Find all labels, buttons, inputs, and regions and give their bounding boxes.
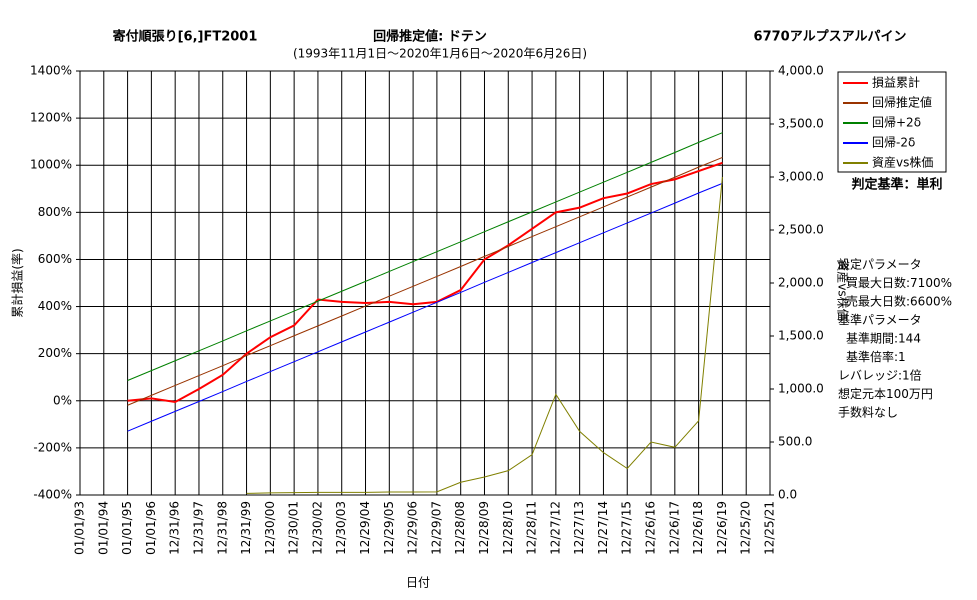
legend-label: 回帰推定値 — [872, 95, 932, 110]
parameter-note: 想定元本100万円 — [838, 386, 933, 401]
y2-tick-label: 0.0 — [778, 488, 797, 502]
x-tick-label: 12/30/02 — [310, 501, 324, 555]
legend-label: 回帰+2δ — [872, 116, 921, 130]
x-tick-label: 12/25/20 — [739, 501, 753, 555]
y-tick-label: 1000% — [30, 158, 72, 172]
legend-label: 損益累計 — [872, 75, 920, 90]
y-tick-label: -200% — [33, 440, 72, 454]
x-tick-label: 12/27/14 — [596, 501, 610, 555]
x-tick-label: 12/29/05 — [382, 501, 396, 555]
parameter-note: 売最大日数:6600% — [846, 294, 952, 309]
y2-tick-label: 1,000.0 — [778, 382, 824, 396]
x-tick-label: 12/26/17 — [667, 501, 681, 555]
x-tick-label: 12/27/12 — [548, 501, 562, 555]
x-tick-label: 12/30/00 — [263, 501, 277, 555]
x-tick-label: 12/27/13 — [572, 501, 586, 555]
x-tick-label: 12/28/10 — [501, 501, 515, 555]
x-tick-label: 12/27/15 — [620, 501, 634, 555]
x-tick-label: 12/26/18 — [691, 501, 705, 555]
criterion: 判定基準：単利 — [851, 177, 942, 193]
series-line — [246, 176, 723, 494]
x-tick-label: 01/01/94 — [96, 501, 110, 555]
parameter-note: 買最大日数:7100% — [846, 275, 952, 290]
series-line — [127, 132, 723, 381]
x-tick-label: 12/31/96 — [168, 501, 182, 555]
y-tick-label: 400% — [38, 299, 72, 313]
y2-tick-label: 1,500.0 — [778, 329, 824, 343]
plot-area — [79, 70, 771, 496]
x-tick-label: 12/28/09 — [477, 501, 491, 555]
parameter-note: 設定パラメータ — [838, 257, 922, 272]
y2-tick-label: 4,000.0 — [778, 64, 824, 78]
x-tick-label: 12/30/01 — [287, 501, 301, 555]
y-tick-label: -400% — [33, 488, 72, 502]
series-line — [127, 182, 723, 432]
y-axis-label: 累計損益(率) — [10, 248, 25, 317]
y2-tick-label: 3,000.0 — [778, 170, 824, 184]
x-tick-label: 12/31/99 — [239, 501, 253, 555]
x-tick-label: 12/29/06 — [406, 501, 420, 555]
x-tick-label: 12/30/03 — [334, 501, 348, 555]
parameter-note: 基準パラメータ — [838, 312, 922, 327]
x-tick-label: 01/01/93 — [73, 501, 87, 555]
x-tick-label: 12/29/07 — [429, 501, 443, 555]
series-line — [127, 156, 723, 406]
y2-tick-label: 2,500.0 — [778, 223, 824, 237]
chart-title: 寄付順張り[6,]FT2001 — [113, 29, 258, 45]
x-tick-label: 12/28/08 — [453, 501, 467, 555]
legend-label: 資産vs株価 — [872, 155, 933, 170]
x-tick-label: 12/26/19 — [715, 501, 729, 555]
x-tick-label: 12/28/11 — [525, 501, 539, 555]
x-tick-label: 12/31/98 — [215, 501, 229, 555]
parameter-note: 基準倍率:1 — [846, 349, 906, 364]
x-tick-label: 01/01/95 — [120, 501, 134, 555]
y-tick-label: 200% — [38, 346, 72, 360]
legend-label: 回帰-2δ — [872, 136, 915, 150]
ticker: 6770アルプスアルパイン — [754, 30, 907, 45]
y2-tick-label: 500.0 — [778, 435, 812, 449]
x-tick-label: 12/25/21 — [763, 501, 777, 555]
y-tick-label: 600% — [38, 252, 72, 266]
parameter-note: レバレッジ:1倍 — [838, 368, 922, 383]
x-tick-label: 12/26/16 — [644, 501, 658, 555]
y-tick-label: 1200% — [30, 111, 72, 125]
parameter-note: 基準期間:144 — [846, 331, 921, 346]
y2-tick-label: 2,000.0 — [778, 276, 824, 290]
y2-axis-label: 資産vs株価 — [836, 259, 851, 320]
x-tick-label: 12/31/97 — [191, 501, 205, 555]
parameter-note: 手数料なし — [838, 405, 898, 420]
chart-subtitle: 回帰推定値: ドテン — [373, 29, 487, 45]
x-tick-label: 12/29/04 — [358, 501, 372, 555]
y-tick-label: 800% — [38, 205, 72, 219]
y-tick-label: 1400% — [30, 64, 72, 78]
y2-tick-label: 3,500.0 — [778, 117, 824, 131]
x-tick-label: 01/01/96 — [144, 501, 158, 555]
x-axis-label: 日付 — [406, 576, 430, 590]
y-tick-label: 0% — [53, 393, 72, 407]
series-line — [127, 161, 723, 403]
period: (1993年11月1日～2020年1月6日～2020年6月26日) — [293, 47, 587, 61]
